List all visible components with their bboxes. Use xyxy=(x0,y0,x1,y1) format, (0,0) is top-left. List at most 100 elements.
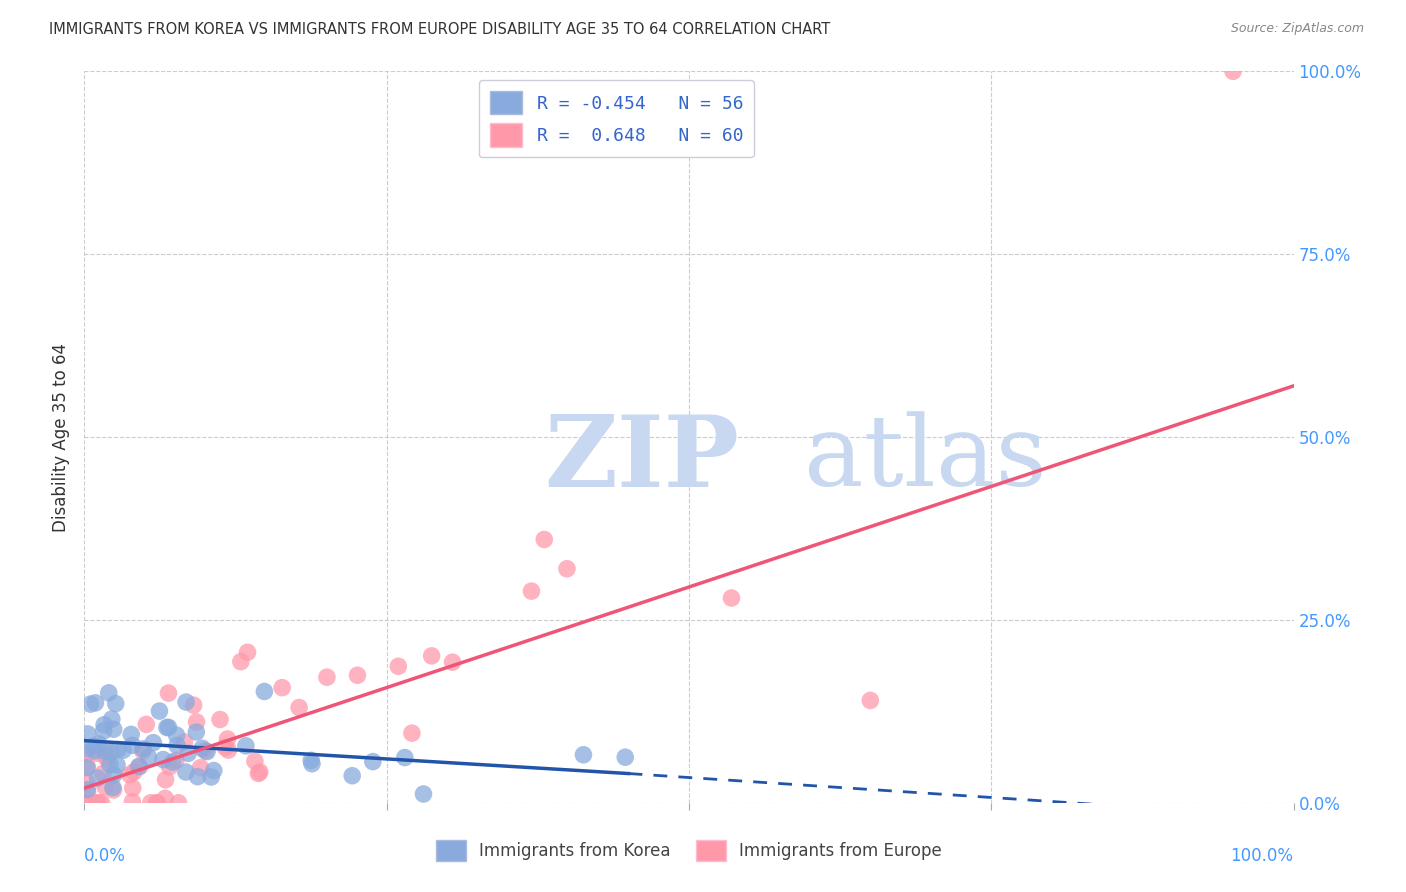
Point xyxy=(83,744,105,758)
Point xyxy=(138,750,160,764)
Point xyxy=(271,681,294,695)
Point xyxy=(76,747,98,761)
Point xyxy=(122,764,145,779)
Point xyxy=(301,756,323,771)
Point xyxy=(103,767,125,781)
Point xyxy=(121,780,143,795)
Point xyxy=(76,785,98,799)
Point xyxy=(86,771,108,785)
Point xyxy=(191,741,214,756)
Point xyxy=(412,787,434,801)
Point xyxy=(186,725,208,739)
Point xyxy=(121,739,143,753)
Y-axis label: Disability Age 35 to 64: Disability Age 35 to 64 xyxy=(52,343,70,532)
Point xyxy=(157,720,180,734)
Point xyxy=(79,697,101,711)
Point xyxy=(346,668,368,682)
Text: 0.0%: 0.0% xyxy=(84,847,127,864)
Point xyxy=(156,721,179,735)
Point xyxy=(387,659,409,673)
Point xyxy=(142,736,165,750)
Point xyxy=(76,759,98,773)
Point xyxy=(1222,64,1244,78)
Point xyxy=(152,753,174,767)
Text: Source: ZipAtlas.com: Source: ZipAtlas.com xyxy=(1230,22,1364,36)
Point xyxy=(166,739,188,753)
Point xyxy=(155,791,177,805)
Point xyxy=(247,766,270,780)
Point xyxy=(166,728,188,742)
Point xyxy=(118,768,141,782)
Point xyxy=(209,713,232,727)
Point xyxy=(235,739,257,753)
Point xyxy=(87,737,110,751)
Point xyxy=(202,764,225,778)
Point xyxy=(93,744,115,758)
Point xyxy=(87,796,110,810)
Point xyxy=(76,727,98,741)
Point xyxy=(572,747,595,762)
Point xyxy=(94,748,117,763)
Point xyxy=(84,796,107,810)
Point xyxy=(100,745,122,759)
Point xyxy=(104,697,127,711)
Point xyxy=(614,750,637,764)
Point xyxy=(76,741,98,756)
Point xyxy=(121,795,143,809)
Point xyxy=(174,764,197,779)
Point xyxy=(107,742,129,756)
Point xyxy=(229,655,252,669)
Point xyxy=(533,533,555,547)
Point xyxy=(217,743,239,757)
Point xyxy=(859,693,882,707)
Point xyxy=(187,770,209,784)
Point xyxy=(186,714,208,729)
Point xyxy=(555,562,578,576)
Point xyxy=(91,766,114,780)
Point xyxy=(76,761,98,775)
Point xyxy=(132,744,155,758)
Point xyxy=(128,760,150,774)
Point xyxy=(76,782,98,797)
Legend: Immigrants from Korea, Immigrants from Europe: Immigrants from Korea, Immigrants from E… xyxy=(429,833,949,868)
Point xyxy=(249,764,271,779)
Point xyxy=(288,700,311,714)
Point xyxy=(128,759,150,773)
Point xyxy=(83,739,105,753)
Point xyxy=(162,755,184,769)
Point xyxy=(299,753,322,767)
Point xyxy=(316,670,339,684)
Point xyxy=(105,758,128,772)
Point xyxy=(361,755,384,769)
Point xyxy=(157,686,180,700)
Point xyxy=(120,727,142,741)
Point xyxy=(520,584,543,599)
Point xyxy=(167,796,190,810)
Text: atlas: atlas xyxy=(804,411,1046,507)
Point xyxy=(103,783,125,797)
Point xyxy=(93,718,115,732)
Point xyxy=(441,655,464,669)
Point xyxy=(139,796,162,810)
Point xyxy=(97,686,120,700)
Point xyxy=(145,796,167,810)
Point xyxy=(236,645,259,659)
Point xyxy=(155,772,177,787)
Point xyxy=(200,770,222,784)
Point xyxy=(76,796,98,810)
Point xyxy=(174,695,197,709)
Point xyxy=(98,757,121,772)
Point xyxy=(103,722,125,736)
Point xyxy=(243,754,266,768)
Text: IMMIGRANTS FROM KOREA VS IMMIGRANTS FROM EUROPE DISABILITY AGE 35 TO 64 CORRELAT: IMMIGRANTS FROM KOREA VS IMMIGRANTS FROM… xyxy=(49,22,831,37)
Point xyxy=(146,796,169,810)
Point xyxy=(340,769,363,783)
Point xyxy=(165,754,187,768)
Text: 100.0%: 100.0% xyxy=(1230,847,1294,864)
Point xyxy=(90,796,112,810)
Point xyxy=(76,775,98,789)
Point xyxy=(177,747,200,761)
Point xyxy=(76,796,98,810)
Point xyxy=(394,750,416,764)
Point xyxy=(214,740,236,755)
